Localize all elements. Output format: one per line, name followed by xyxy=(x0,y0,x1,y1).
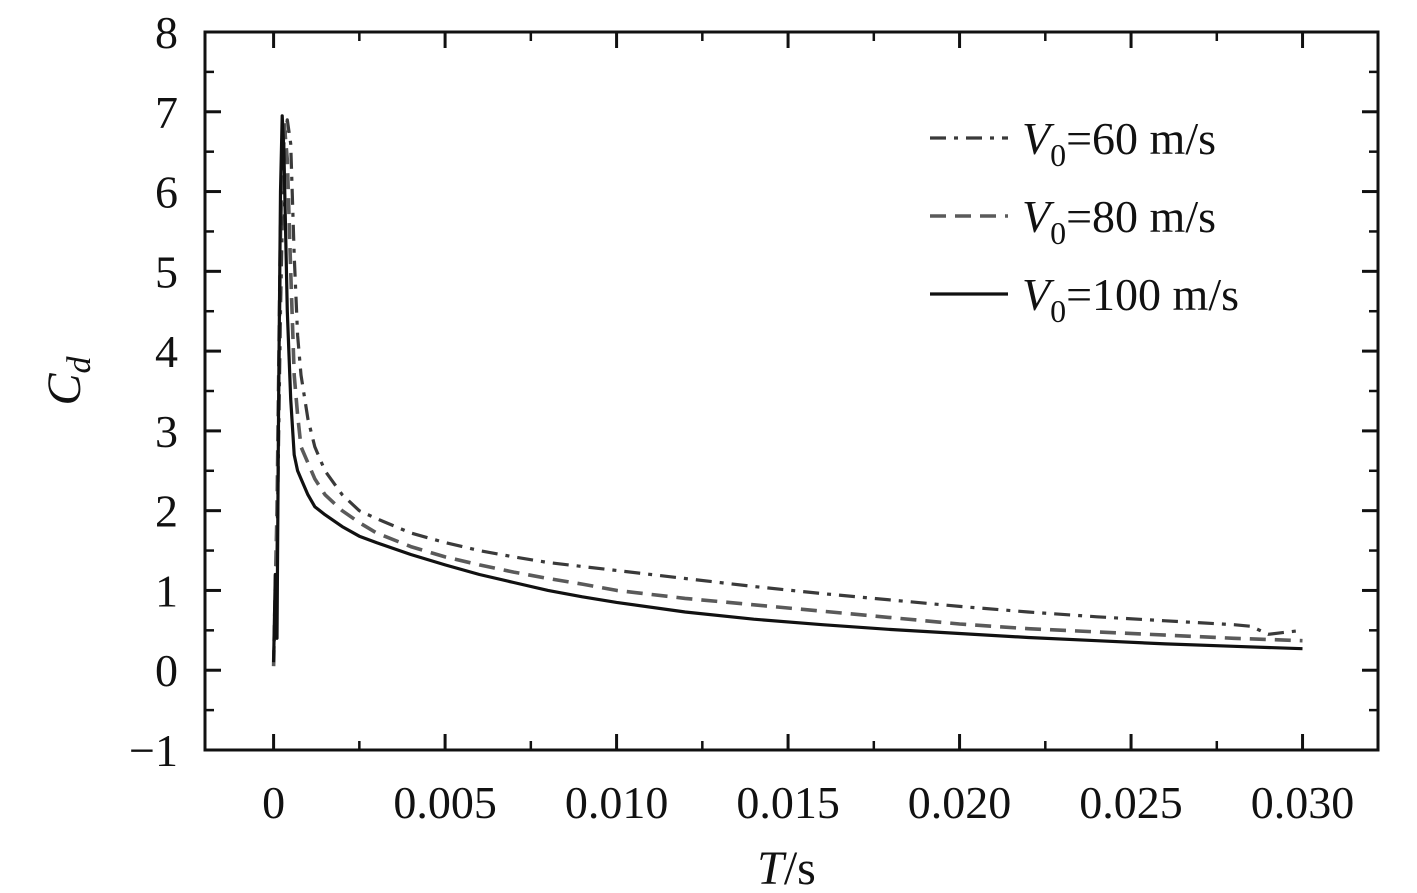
y-tick-label: 4 xyxy=(155,326,178,377)
y-tick-label: 6 xyxy=(155,167,178,218)
y-tick-label: 0 xyxy=(155,645,178,696)
series-line-0 xyxy=(272,118,1303,663)
legend: V0=60 m/s V0=80 m/s V0=100 m/s xyxy=(930,113,1239,329)
legend-label-2: V0=100 m/s xyxy=(1022,269,1239,329)
x-tick-label: 0.010 xyxy=(565,777,669,828)
y-tick-label: −1 xyxy=(129,725,178,776)
y-tick-label: 7 xyxy=(155,87,178,138)
x-axis-title: T/s xyxy=(757,842,816,893)
x-tick-label: 0.030 xyxy=(1251,777,1355,828)
legend-label-1: V0=80 m/s xyxy=(1022,191,1216,251)
series-line-2 xyxy=(272,114,1303,663)
x-tick-label: 0.025 xyxy=(1079,777,1183,828)
x-tick-label: 0.020 xyxy=(908,777,1012,828)
x-tick-label: 0.015 xyxy=(736,777,840,828)
y-axis-sub: d xyxy=(61,355,98,373)
legend-label-0: V0=60 m/s xyxy=(1022,113,1216,173)
y-tick-label: 8 xyxy=(155,7,178,58)
y-axis-title: Cd xyxy=(38,355,98,405)
y-tick-label: 3 xyxy=(155,406,178,457)
y-tick-label: 2 xyxy=(155,486,178,537)
series-line-1 xyxy=(271,118,1303,667)
x-tick-label: 0.005 xyxy=(393,777,497,828)
x-axis-unit: /s xyxy=(784,842,816,893)
x-tick-labels: 0 0.005 0.010 0.015 0.020 0.025 0.030 xyxy=(262,777,1354,828)
y-axis-var: C xyxy=(38,373,91,406)
series-layer xyxy=(271,114,1303,667)
x-tick-label: 0 xyxy=(262,777,285,828)
axis-ticks xyxy=(205,30,1378,752)
y-tick-label: 5 xyxy=(155,246,178,297)
x-axis-var: T xyxy=(757,842,787,893)
plot-area xyxy=(203,30,1380,752)
y-tick-labels: −1 0 1 2 3 4 5 6 7 8 xyxy=(129,7,178,776)
y-tick-label: 1 xyxy=(155,565,178,616)
